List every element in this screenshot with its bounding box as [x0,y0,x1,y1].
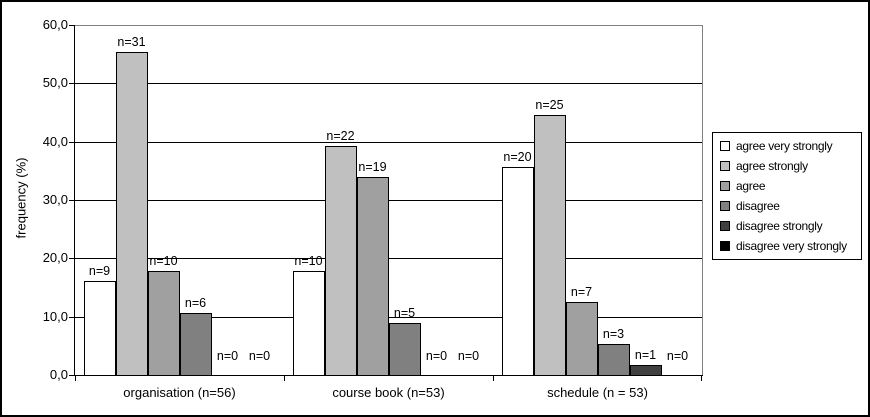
plot-border-top [75,25,702,26]
x-axis-line [75,375,703,376]
y-axis-tick [69,375,75,376]
legend-label: agree strongly [736,159,808,173]
x-axis-category-label: organisation (n=56) [123,385,236,400]
bar [501,166,534,376]
x-axis-category-label: schedule (n = 53) [547,385,648,400]
bar [324,145,357,376]
bar-value-label: n=0 [425,349,448,363]
legend-label: agree [736,179,766,193]
x-axis-tick [75,375,76,381]
legend-swatch-icon [720,161,730,171]
y-axis-tick [69,83,75,84]
bar-value-label: n=22 [326,128,355,143]
bar [388,323,421,376]
legend-entry: agree strongly [720,159,859,173]
bar-value-label: n=10 [149,253,178,268]
gridline [75,258,702,259]
y-axis-tick [69,25,75,26]
gridline [75,83,702,84]
bar-value-label: n=10 [294,253,323,268]
bar-value-label: n=7 [570,285,593,300]
plot-border-right [702,25,703,375]
bar-value-label: n=25 [535,97,564,112]
legend-entry: agree very strongly [720,139,859,153]
bar [565,302,598,376]
bar-value-label: n=5 [393,306,416,321]
y-axis-tick-label: 20,0 [42,250,68,266]
bar-value-label: n=19 [358,160,387,175]
bar [356,177,389,376]
bar-value-label: n=0 [216,349,239,363]
bar [147,270,180,376]
y-axis-tick-label: 0,0 [49,367,68,382]
bar-value-label: n=0 [666,349,689,363]
x-axis-tick [493,375,494,381]
y-axis-tick-label: 60,0 [42,17,68,32]
legend-entry: disagree very strongly [720,239,859,253]
legend-swatch-icon [720,201,730,211]
legend-label: disagree very strongly [736,239,847,253]
y-axis-tick [69,258,75,259]
legend-entry: disagree strongly [720,219,859,233]
gridline [75,142,702,143]
legend-swatch-icon [720,221,730,231]
bar-value-label: n=1 [634,347,657,362]
bar [533,114,566,376]
bar-value-label: n=31 [117,34,146,49]
bar-value-label: n=20 [503,149,532,164]
bar-value-label: n=9 [88,264,111,279]
legend-entry: disagree [720,199,859,213]
legend-swatch-icon [720,141,730,151]
y-axis-tick [69,200,75,201]
y-axis-tick [69,317,75,318]
y-axis-tick-label: 30,0 [42,192,68,207]
legend-swatch-icon [720,181,730,191]
bar-value-label: n=3 [602,326,625,341]
bar [179,312,212,376]
y-axis-tick [69,142,75,143]
x-axis-tick [284,375,285,381]
legend-label: disagree [736,199,780,213]
legend-label: agree very strongly [736,139,833,153]
bar [597,343,630,376]
bar-value-label: n=0 [457,349,480,363]
bar [83,281,116,376]
x-axis-category-label: course book (n=53) [332,385,445,400]
legend: agree very strongly agree strongly agree di… [712,132,862,260]
x-axis-tick [701,375,702,381]
bar [115,51,148,376]
gridline [75,200,702,201]
legend-label: disagree strongly [736,219,823,233]
y-axis-tick-label: 40,0 [42,133,68,149]
y-axis-tick-label: 10,0 [42,308,68,324]
y-axis-tick-label: 50,0 [42,75,68,91]
bar-value-label: n=6 [184,295,207,310]
gridline [75,317,702,318]
bar [292,270,325,376]
legend-swatch-icon [720,241,730,251]
legend-entry: agree [720,179,859,193]
bar-value-label: n=0 [248,349,271,363]
